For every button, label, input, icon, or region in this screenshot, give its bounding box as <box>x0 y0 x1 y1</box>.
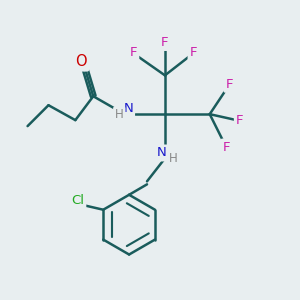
Text: H: H <box>115 108 124 121</box>
Text: F: F <box>190 46 197 59</box>
Text: F: F <box>161 36 169 49</box>
Text: Cl: Cl <box>71 194 84 207</box>
Text: F: F <box>222 140 230 154</box>
Text: O: O <box>76 54 87 69</box>
Text: H: H <box>169 152 178 165</box>
Text: F: F <box>225 78 233 91</box>
Text: F: F <box>236 114 243 127</box>
Text: N: N <box>123 102 133 115</box>
Text: F: F <box>130 46 137 59</box>
Text: N: N <box>157 146 167 160</box>
